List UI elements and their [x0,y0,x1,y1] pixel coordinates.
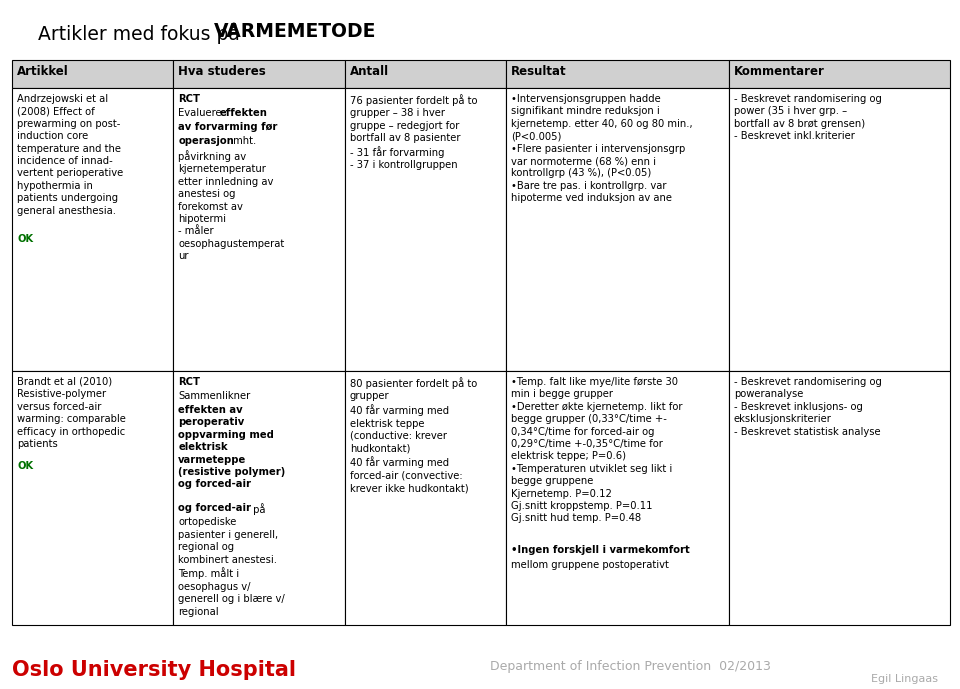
Text: Kommentarer: Kommentarer [733,65,825,78]
Text: Andrzejowski et al
(2008) Effect of
prewarming on post-
induction core
temperatu: Andrzejowski et al (2008) Effect of prew… [17,94,123,216]
Bar [729,371,950,625]
Bar [345,371,506,625]
Text: Brandt et al (2010)
Resistive-polymer
versus forced-air
warming: comparable
effi: Brandt et al (2010) Resistive-polymer ve… [17,377,126,449]
Text: •Ingen forskjell i varmekomfort: •Ingen forskjell i varmekomfort [512,546,690,555]
Bar [506,371,729,625]
Bar [345,88,506,371]
Text: effekten av
peroperativ
oppvarming med
elektrisk
varmeteppe
(resistive polymer)
: effekten av peroperativ oppvarming med e… [179,405,285,489]
Text: Department of Infection Prevention  02/2013: Department of Infection Prevention 02/20… [490,660,771,673]
Bar [345,60,506,88]
Text: Sammenlikner: Sammenlikner [179,391,251,401]
Bar [174,88,345,371]
Text: •Temp. falt like mye/lite første 30
min i begge grupper
•Deretter økte kjernetem: •Temp. falt like mye/lite første 30 min … [512,377,683,524]
Text: Hva studeres: Hva studeres [179,65,266,78]
Text: Artikler med fokus på: Artikler med fokus på [38,22,246,43]
Text: 76 pasienter fordelt på to
grupper – 38 i hver
gruppe – redegjort for
bortfall a: 76 pasienter fordelt på to grupper – 38 … [350,94,477,170]
Text: effekten: effekten [219,108,267,118]
Text: Evaluere: Evaluere [179,108,225,118]
Text: - Beskrevet randomisering og
poweranalyse
- Beskrevet inklusjons- og
eksklusjons: - Beskrevet randomisering og poweranalys… [733,377,881,437]
Text: påvirkning av
kjernetemperatur
etter innledning av
anestesi og
forekomst av
hipo: påvirkning av kjernetemperatur etter inn… [179,150,284,261]
Bar [174,60,345,88]
Text: mellom gruppene postoperativt: mellom gruppene postoperativt [512,559,669,570]
Text: Oslo University Hospital: Oslo University Hospital [12,660,296,680]
Text: 80 pasienter fordelt på to
grupper
40 får varming med
elektrisk teppe
(conductiv: 80 pasienter fordelt på to grupper 40 få… [350,377,477,493]
Bar [506,60,729,88]
Text: av forvarming før: av forvarming før [179,122,277,132]
Bar [729,60,950,88]
Text: operasjon: operasjon [179,136,234,146]
Text: Egil Lingaas: Egil Lingaas [871,674,938,684]
Bar [729,88,950,371]
Bar [12,371,174,625]
Text: på: på [251,504,266,515]
Text: •Intervensjonsgruppen hadde
signifikant mindre reduksjon i
kjernetemp. etter 40,: •Intervensjonsgruppen hadde signifikant … [512,94,693,203]
Text: OK: OK [17,234,34,245]
Text: RCT: RCT [179,94,201,104]
Text: Artikkel: Artikkel [17,65,69,78]
Text: Antall: Antall [350,65,389,78]
Bar [506,88,729,371]
Text: VARMEMETODE: VARMEMETODE [214,22,376,41]
Text: mht.: mht. [230,136,256,146]
Text: og forced-air: og forced-air [179,504,252,513]
Bar [12,60,174,88]
Bar [12,88,174,371]
Bar [174,371,345,625]
Text: RCT: RCT [179,377,201,387]
Text: - Beskrevet randomisering og
power (35 i hver grp. –
bortfall av 8 brøt grensen): - Beskrevet randomisering og power (35 i… [733,94,881,141]
Text: Resultat: Resultat [512,65,567,78]
Text: OK: OK [17,461,34,471]
Text: ortopediske
pasienter i generell,
regional og
kombinert anestesi.
Temp. målt i
o: ortopediske pasienter i generell, region… [179,517,285,617]
